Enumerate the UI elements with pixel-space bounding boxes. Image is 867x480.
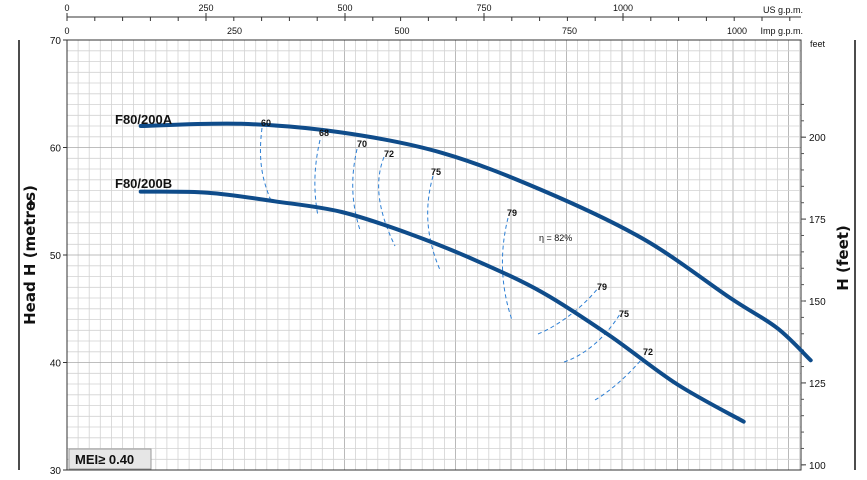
eff-label-75-right: 75 (619, 309, 629, 319)
us-tick-label: 1000 (613, 3, 633, 13)
eff-label-79-right: 79 (597, 282, 607, 292)
eff-label-82: η = 82% (539, 233, 572, 243)
series-label-b: F80/200B (115, 176, 172, 191)
eff-line-60 (259, 127, 273, 204)
series-label-a: F80/200A (115, 112, 173, 127)
y-tick-label: 70 (50, 36, 62, 47)
us-tick-label: 750 (476, 3, 491, 13)
right-tick-label: 200 (809, 133, 826, 144)
right-unit-label: feet (810, 39, 826, 49)
grid-lines (67, 40, 801, 470)
imp-tick-label: 0 (64, 26, 69, 36)
imp-gpm-unit: Imp g.p.m. (760, 26, 803, 36)
eff-label-72-right: 72 (643, 347, 653, 357)
imp-tick-label: 250 (227, 26, 242, 36)
mei-badge (68, 448, 152, 470)
eff-label-79: 79 (507, 208, 517, 218)
right-tick-label: 175 (809, 215, 826, 226)
eff-line-70 (352, 148, 361, 231)
eff-label-60: 60 (261, 118, 271, 128)
imp-tick-label: 750 (562, 26, 577, 36)
eff-line-75-right (563, 313, 621, 363)
us-tick-label: 0 (64, 3, 69, 13)
y-tick-label: 40 (50, 359, 62, 370)
us-gpm-unit: US g.p.m. (763, 5, 803, 15)
imp-gpm-ticks: 0 250 500 750 1000 (64, 26, 747, 36)
curve-f80-200b (138, 189, 746, 424)
eff-line-79-right (537, 287, 599, 335)
right-tick-label: 100 (809, 461, 826, 472)
eff-label-68: 68 (319, 128, 329, 138)
right-tick-label: 125 (809, 379, 826, 390)
efficiency-isolines (259, 127, 643, 401)
eff-label-75: 75 (431, 167, 441, 177)
eff-line-72-right (594, 358, 643, 401)
right-tick-label: 150 (809, 297, 826, 308)
y-axis-title: Head H (metres) (21, 185, 39, 325)
mei-label: MEI≥ 0.40 (75, 452, 134, 467)
eff-label-70: 70 (357, 139, 367, 149)
y-tick-label: 50 (50, 251, 62, 262)
head-metres-ticks: 30 40 50 60 70 (50, 36, 67, 477)
eff-line-72 (378, 156, 396, 247)
us-gpm-ticks: 0 250 500 750 1000 (64, 3, 791, 21)
right-axis-title: H (feet) (834, 225, 852, 291)
y-axis-arrow-icon (27, 199, 35, 205)
head-feet-ticks: 100 125 150 175 200 (801, 103, 826, 472)
us-tick-label: 500 (337, 3, 352, 13)
curve-f80-200a (138, 121, 813, 363)
eff-line-68 (314, 139, 321, 217)
imp-tick-label: 1000 (727, 26, 747, 36)
y-tick-label: 30 (50, 466, 62, 477)
imp-tick-label: 500 (394, 26, 409, 36)
eff-line-75 (427, 175, 441, 271)
y-tick-label: 60 (50, 144, 62, 155)
us-tick-label: 250 (198, 3, 213, 13)
eff-label-72: 72 (384, 149, 394, 159)
eff-line-79 (501, 217, 513, 321)
